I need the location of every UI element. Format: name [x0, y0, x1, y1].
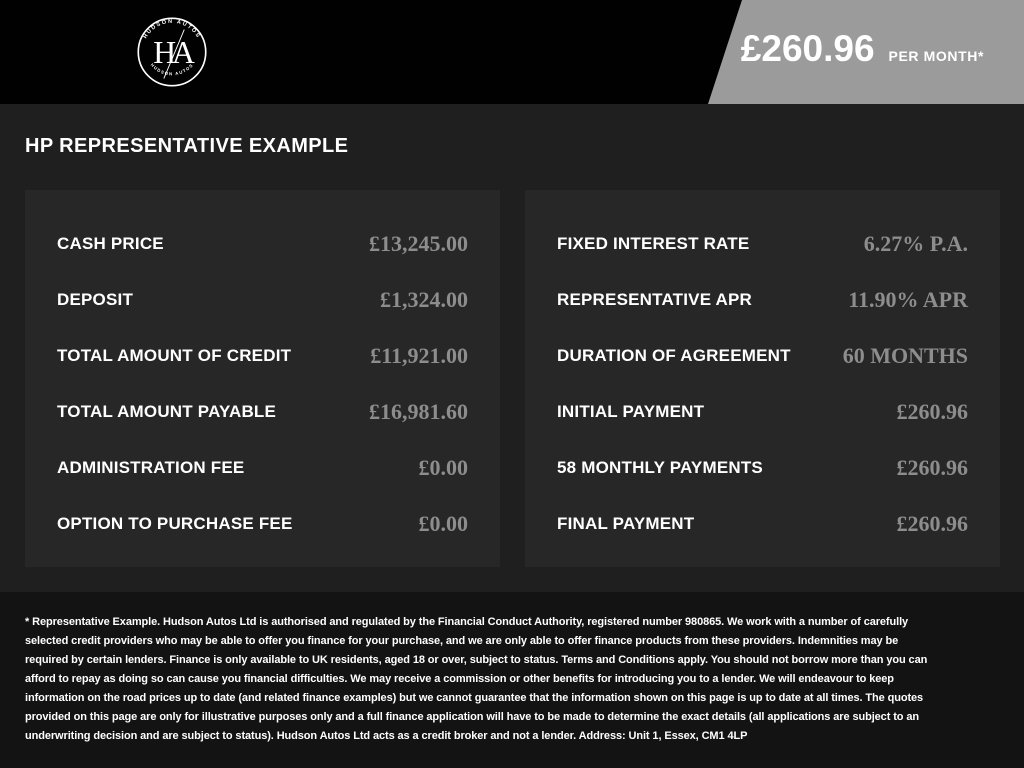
finance-value: 11.90% APR [848, 287, 968, 312]
logo-slash [163, 29, 185, 79]
finance-row: FIXED INTEREST RATE 6.27% P.A. [557, 216, 968, 272]
finance-row: DEPOSIT £1,324.00 [57, 272, 468, 328]
disclaimer-section: * Representative Example. Hudson Autos L… [0, 592, 1024, 768]
finance-label: FINAL PAYMENT [557, 514, 695, 533]
disclaimer-text: * Representative Example. Hudson Autos L… [25, 616, 928, 742]
finance-value: £260.96 [896, 399, 969, 424]
finance-label: INITIAL PAYMENT [557, 402, 705, 421]
finance-label: CASH PRICE [57, 234, 164, 253]
finance-value: £0.00 [418, 511, 469, 536]
finance-panel-terms: FIXED INTEREST RATE 6.27% P.A. REPRESENT… [525, 190, 1000, 567]
finance-value: £11,921.00 [370, 343, 468, 368]
finance-label: 58 MONTHLY PAYMENTS [557, 458, 763, 477]
page-title: HP REPRESENTATIVE EXAMPLE [25, 135, 349, 157]
finance-row: CASH PRICE £13,245.00 [57, 216, 468, 272]
finance-label: DEPOSIT [57, 290, 134, 309]
header-bar: HUDSON AUTOS HUDSON AUTOS HA £260.96 PER… [0, 0, 1024, 104]
finance-panel-amounts: CASH PRICE £13,245.00 DEPOSIT £1,324.00 … [25, 190, 500, 567]
finance-value: 60 MONTHS [842, 343, 968, 368]
finance-value: £260.96 [896, 511, 969, 536]
finance-label: TOTAL AMOUNT OF CREDIT [57, 346, 292, 365]
monthly-price-flag: £260.96 PER MONTH* [708, 0, 1024, 104]
finance-value: £13,245.00 [369, 231, 468, 256]
finance-row: TOTAL AMOUNT OF CREDIT £11,921.00 [57, 328, 468, 384]
monthly-price: £260.96 [740, 28, 875, 69]
finance-label: DURATION OF AGREEMENT [557, 346, 791, 365]
finance-label: TOTAL AMOUNT PAYABLE [57, 402, 277, 421]
finance-row: INITIAL PAYMENT £260.96 [557, 384, 968, 440]
finance-row: FINAL PAYMENT £260.96 [557, 496, 968, 552]
finance-row: ADMINISTRATION FEE £0.00 [57, 440, 468, 496]
finance-value: £1,324.00 [380, 287, 468, 312]
finance-row: OPTION TO PURCHASE FEE £0.00 [57, 496, 468, 552]
finance-label: FIXED INTEREST RATE [557, 234, 750, 253]
finance-panels: CASH PRICE £13,245.00 DEPOSIT £1,324.00 … [25, 190, 1000, 567]
finance-value: £16,981.60 [369, 399, 468, 424]
finance-value: 6.27% P.A. [863, 231, 968, 256]
hudson-autos-logo-icon: HUDSON AUTOS HUDSON AUTOS HA [126, 6, 218, 98]
finance-row: 58 MONTHLY PAYMENTS £260.96 [557, 440, 968, 496]
finance-label: ADMINISTRATION FEE [57, 458, 245, 477]
finance-label: REPRESENTATIVE APR [557, 290, 753, 309]
finance-value: £0.00 [418, 455, 469, 480]
finance-row: TOTAL AMOUNT PAYABLE £16,981.60 [57, 384, 468, 440]
monthly-price-suffix: PER MONTH* [888, 48, 984, 64]
finance-row: DURATION OF AGREEMENT 60 MONTHS [557, 328, 968, 384]
finance-value: £260.96 [896, 455, 969, 480]
logo-circle [137, 17, 207, 87]
finance-row: REPRESENTATIVE APR 11.90% APR [557, 272, 968, 328]
finance-label: OPTION TO PURCHASE FEE [57, 514, 293, 533]
